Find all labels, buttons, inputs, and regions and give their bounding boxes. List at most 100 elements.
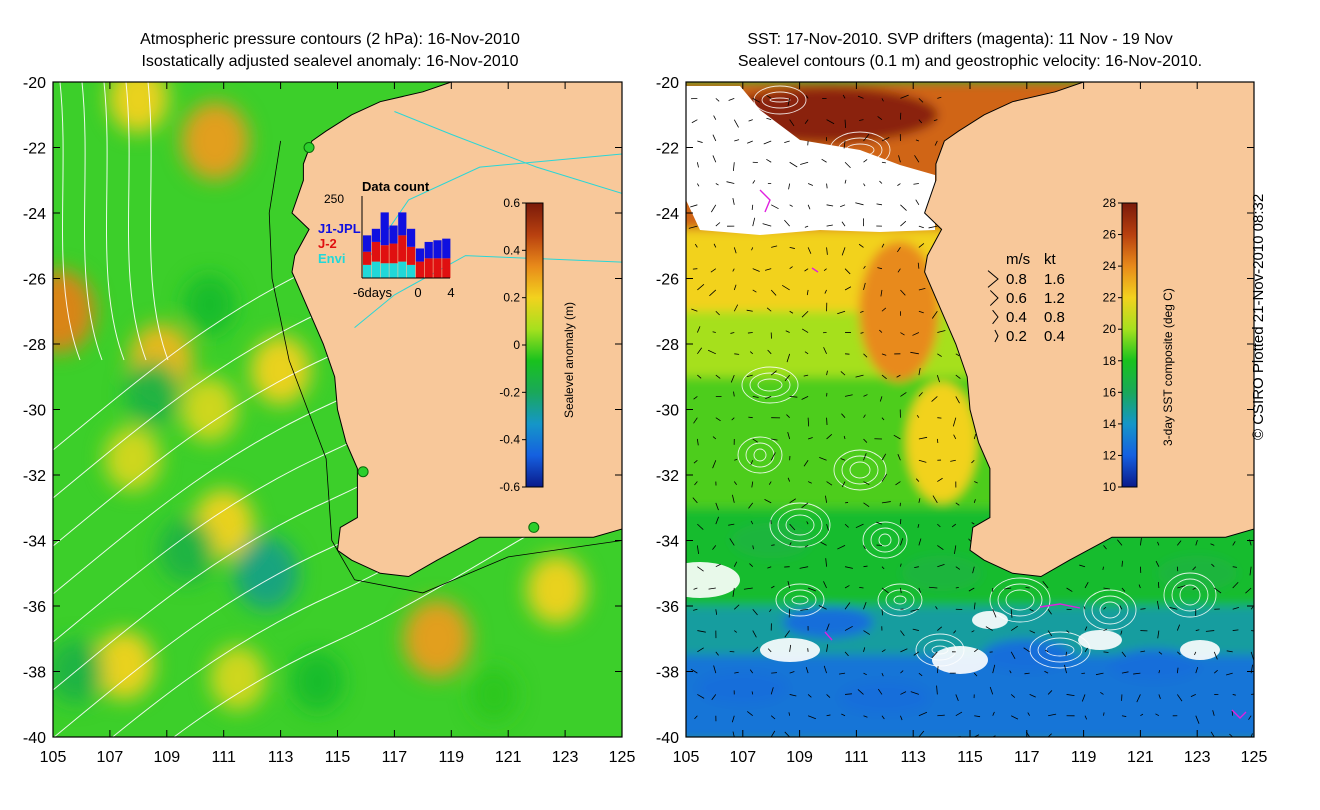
sst-colorbar-ramp xyxy=(1121,202,1138,488)
velocity-arrow xyxy=(818,605,827,610)
right-x-tick-label: 117 xyxy=(1014,749,1040,766)
cloud-region-north xyxy=(686,86,935,235)
velocity-arrow xyxy=(715,516,719,525)
velocity-arrow xyxy=(697,374,702,379)
inset-bars xyxy=(363,212,451,278)
velocity-arrow xyxy=(937,353,942,357)
anomaly-blob xyxy=(183,274,236,335)
velocity-arrow xyxy=(747,332,753,334)
velocity-arrow xyxy=(712,436,717,440)
right-x-tick-label: 105 xyxy=(673,749,700,766)
velocity-arrow xyxy=(918,459,927,463)
velocity-arrow xyxy=(898,155,901,163)
inset-bar-j2 xyxy=(407,246,416,265)
velocity-arrow xyxy=(766,95,772,99)
sealevel-contour-loop xyxy=(870,527,900,553)
velocity-arrow xyxy=(914,566,919,568)
velocity-legend-arrow xyxy=(992,309,999,325)
velocity-arrow xyxy=(712,460,717,469)
velocity-arrow xyxy=(1226,650,1233,653)
velocity-arrow xyxy=(752,630,757,638)
anomaly-blob xyxy=(158,518,215,583)
sealevel-contour-loop xyxy=(1045,643,1075,657)
velocity-arrow xyxy=(786,414,790,418)
sealevel-colorbar-tick-label: 0.6 xyxy=(503,196,520,210)
velocity-arrow xyxy=(900,691,907,695)
velocity-arrow xyxy=(842,94,846,99)
velocity-arrow xyxy=(1010,694,1016,698)
velocity-arrow xyxy=(937,563,945,568)
velocity-arrow xyxy=(713,115,717,120)
sst-cold-patch xyxy=(697,671,788,704)
velocity-arrow xyxy=(803,460,809,467)
velocity-arrow xyxy=(804,268,809,272)
inset-xtick-label: -6days xyxy=(353,285,393,300)
velocity-arrow xyxy=(732,198,735,205)
velocity-arrow xyxy=(881,587,889,594)
velocity-arrow xyxy=(840,371,846,376)
velocity-arrow xyxy=(844,268,851,275)
velocity-arrow xyxy=(787,477,791,482)
inset-bar-envi xyxy=(380,263,389,278)
velocity-arrow xyxy=(863,282,866,291)
right-y-tick-label: -22 xyxy=(656,141,679,158)
velocity-arrow xyxy=(712,545,717,550)
velocity-arrow xyxy=(881,566,885,570)
velocity-arrow xyxy=(1103,587,1111,590)
inset-bar-j2 xyxy=(363,251,372,265)
velocity-arrow xyxy=(863,438,868,443)
velocity-arrow xyxy=(841,413,846,418)
left-y-tick-label: -40 xyxy=(23,730,46,747)
velocity-arrow xyxy=(751,691,754,695)
velocity-arrow xyxy=(1213,651,1218,660)
velocity-arrow xyxy=(1140,538,1142,546)
right-x-tick-label: 119 xyxy=(1071,749,1097,766)
velocity-arrow xyxy=(826,370,828,376)
velocity-arrow xyxy=(877,688,883,695)
velocity-arrow xyxy=(789,161,798,168)
left-y-tick-label: -30 xyxy=(23,403,46,420)
inset-xticks: -6days 0 4 xyxy=(353,285,455,300)
velocity-arrow xyxy=(844,585,850,589)
velocity-arrow xyxy=(933,119,938,122)
velocity-arrow xyxy=(728,98,735,101)
land-pressure-contour xyxy=(394,111,622,194)
velocity-legend-ms: 0.2 xyxy=(1006,328,1027,345)
left-axes: -20 -22 -24 -26 -28 -30 -32 -34 -36 -38 -40 105 107 1… xyxy=(23,75,636,766)
velocity-arrow xyxy=(1250,651,1254,661)
anomaly-blob xyxy=(181,377,238,442)
velocity-arrow xyxy=(857,95,864,99)
drifter-track xyxy=(1231,709,1247,719)
left-y-tick-label: -22 xyxy=(23,141,46,158)
velocity-arrow xyxy=(843,140,846,149)
velocity-arrow xyxy=(932,495,938,504)
velocity-arrow xyxy=(1138,584,1141,589)
sst-cool-patch xyxy=(901,555,982,592)
velocity-arrow xyxy=(752,396,759,398)
sealevel-contour-loop xyxy=(1179,584,1201,606)
velocity-arrow xyxy=(918,436,928,440)
velocity-arrow xyxy=(696,326,701,333)
sst-cold-patch xyxy=(981,639,1072,672)
velocity-arrow xyxy=(934,140,938,146)
velocity-arrow xyxy=(950,459,956,462)
velocity-arrow xyxy=(766,117,772,121)
velocity-legend-header-kt: kt xyxy=(1044,251,1057,268)
velocity-arrow xyxy=(955,502,960,506)
velocity-arrow xyxy=(784,374,790,382)
sst-colorbar-tick-label: 12 xyxy=(1103,448,1117,462)
left-y-tick-label: -20 xyxy=(23,75,46,92)
sealevel-contour-loop xyxy=(862,521,908,559)
velocity-arrow xyxy=(1103,628,1108,631)
right-map xyxy=(686,82,1254,737)
velocity-arrow xyxy=(841,713,846,717)
velocity-arrow xyxy=(709,289,717,297)
velocity-arrow xyxy=(708,587,716,590)
velocity-arrow xyxy=(771,438,778,441)
velocity-arrow xyxy=(726,181,735,184)
velocity-arrow xyxy=(860,310,864,313)
velocity-arrow xyxy=(881,417,885,421)
velocity-arrow xyxy=(881,353,887,356)
velocity-arrow xyxy=(1084,582,1089,589)
velocity-arrow xyxy=(1190,694,1196,697)
